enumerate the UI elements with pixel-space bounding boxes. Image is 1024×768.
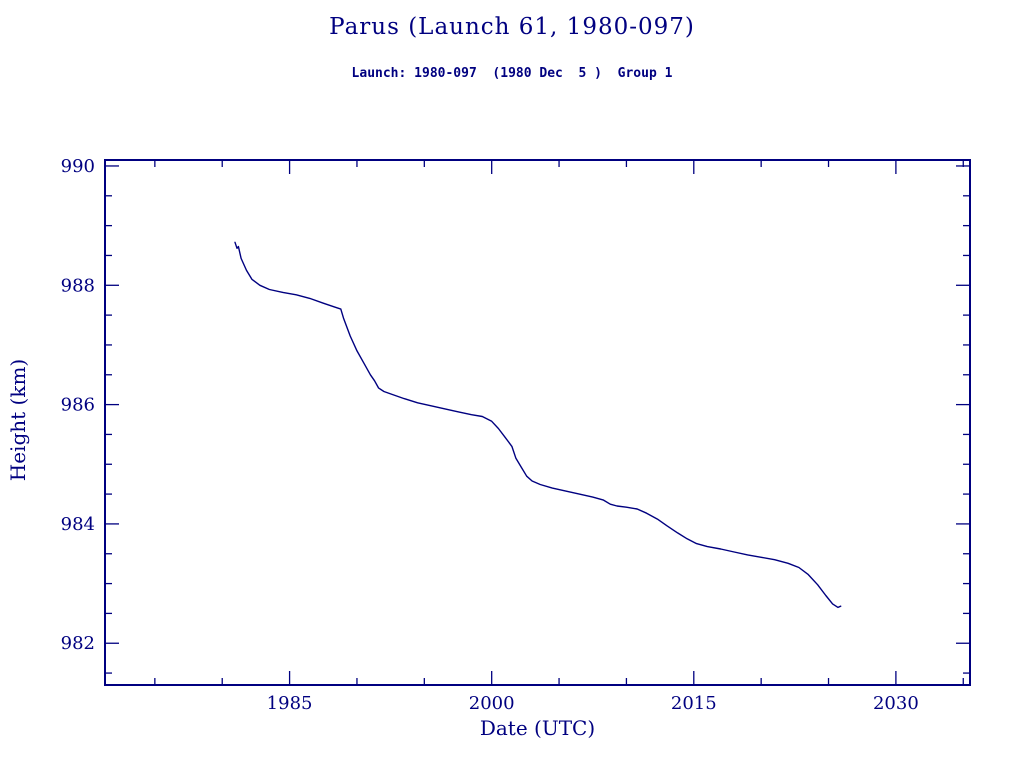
y-tick-label: 984: [61, 514, 95, 535]
x-tick-label: 2000: [469, 693, 515, 714]
chart-title: Parus (Launch 61, 1980-097): [329, 14, 695, 40]
x-axis-label: Date (UTC): [479, 716, 596, 740]
x-tick-label: 1985: [267, 693, 313, 714]
y-tick-label: 982: [61, 633, 95, 654]
y-tick-label: 988: [61, 275, 95, 296]
x-tick-label: 2030: [873, 693, 919, 714]
data-line: [234, 241, 842, 609]
plot-frame: [104, 159, 971, 686]
chart-subtitle: Launch: 1980-097 (1980 Dec 5 ) Group 1: [351, 66, 673, 81]
x-tick-label: 2015: [671, 693, 717, 714]
y-tick-label: 990: [61, 156, 95, 177]
y-tick-label: 986: [61, 395, 95, 416]
